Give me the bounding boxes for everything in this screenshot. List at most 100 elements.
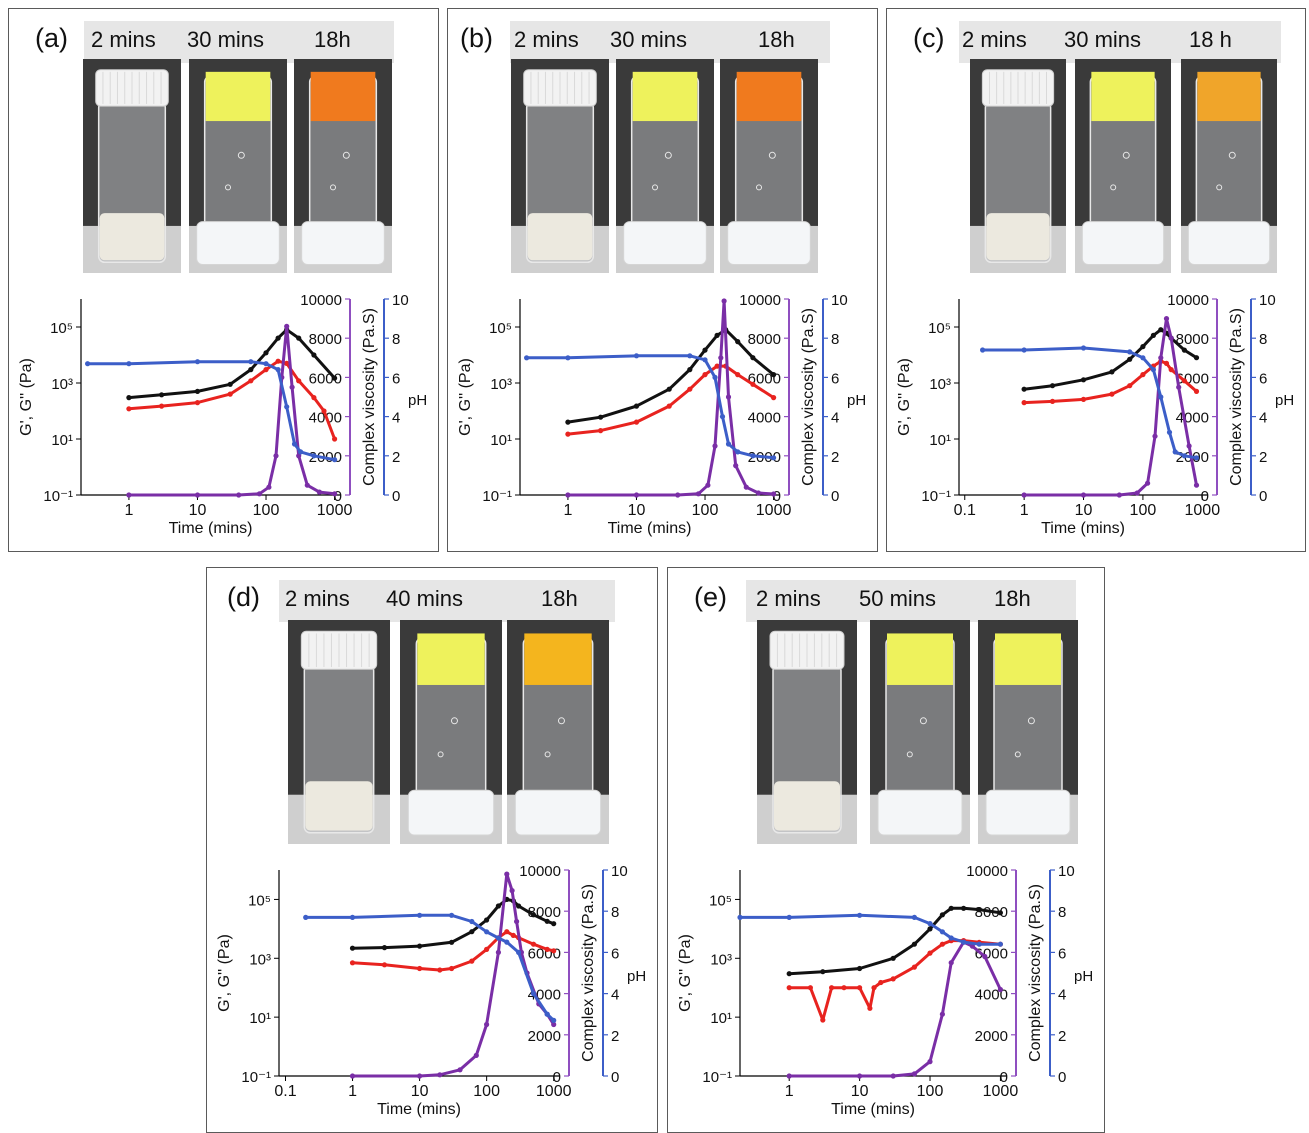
vial-photo-final — [720, 59, 818, 273]
data-point — [1049, 383, 1056, 389]
data-point — [1109, 369, 1115, 375]
panel-label: (a) — [35, 23, 68, 53]
y-axis-title-ph: pH — [627, 968, 646, 985]
data-point — [291, 441, 298, 447]
series-line-complex-viscosity — [567, 299, 774, 497]
y-tick-label-ph: 6 — [1058, 945, 1066, 962]
data-point — [417, 943, 423, 949]
vial-photo-mid — [189, 59, 287, 273]
y-tick-label-left: 10³ — [710, 951, 732, 968]
data-point — [332, 491, 338, 497]
bubble — [652, 184, 659, 191]
data-point — [194, 388, 201, 394]
time-label-mid: 40 mins — [386, 586, 464, 611]
data-point — [516, 903, 522, 909]
data-point — [381, 945, 388, 951]
inverted-gel — [995, 633, 1061, 685]
data-point — [712, 374, 718, 380]
data-point — [841, 985, 847, 991]
data-point — [857, 965, 863, 972]
data-point — [311, 352, 317, 358]
data-point — [735, 372, 741, 378]
data-point — [1168, 367, 1174, 373]
data-point — [530, 991, 537, 997]
data-point — [820, 1017, 826, 1023]
data-point — [714, 332, 720, 338]
data-point — [725, 441, 732, 447]
data-point — [820, 969, 826, 975]
time-label-final: 18h — [541, 586, 578, 611]
data-point — [961, 939, 967, 945]
data-point — [551, 948, 557, 954]
vial-cap — [407, 789, 495, 836]
data-point — [718, 355, 724, 361]
data-point — [911, 1071, 917, 1077]
data-point — [1140, 344, 1146, 350]
data-point — [598, 414, 604, 420]
vial-photo-final — [1181, 59, 1277, 273]
data-point — [296, 453, 302, 459]
data-point — [311, 395, 317, 401]
data-point — [1181, 378, 1187, 384]
data-point — [473, 1052, 479, 1058]
y-tick-label-left: 10³ — [929, 376, 951, 393]
y-tick-label-ph: 8 — [392, 331, 400, 348]
data-point — [417, 1073, 423, 1079]
data-point — [236, 492, 242, 498]
x-tick-label: 10 — [411, 1083, 429, 1100]
series-line-g-double-prime — [1024, 359, 1198, 405]
data-point — [273, 453, 279, 459]
data-point — [927, 926, 933, 932]
vial-cap — [727, 221, 811, 265]
x-axis-title: Time (mins) — [1041, 520, 1125, 537]
data-point — [349, 960, 356, 966]
x-axis-title: Time (mins) — [831, 1101, 915, 1118]
y-axis-title-left: G', G'' (Pa) — [457, 358, 474, 436]
y-tick-label-left: 10³ — [51, 376, 73, 393]
y-tick-label-ph: 0 — [1259, 488, 1267, 505]
bubble — [756, 184, 763, 191]
y-tick-label-viscosity: 10000 — [739, 292, 781, 309]
data-point — [733, 463, 739, 469]
data-point — [275, 335, 281, 341]
y-tick-label-viscosity: 10000 — [1167, 292, 1209, 309]
data-point — [786, 914, 792, 920]
data-point — [495, 949, 501, 955]
y-tick-label-left: 10⁵ — [928, 320, 951, 337]
y-tick-label-left: 10¹ — [249, 1010, 271, 1027]
time-label-initial: 2 mins — [756, 586, 821, 611]
data-point — [1021, 347, 1027, 353]
data-point — [927, 1059, 933, 1065]
y-tick-label-left: 10¹ — [929, 432, 951, 449]
data-point — [927, 950, 933, 956]
y-tick-label-ph: 4 — [611, 987, 619, 1004]
data-point — [771, 395, 777, 401]
data-point — [675, 492, 681, 498]
data-point — [982, 953, 988, 960]
panel-c: (c) 2 mins 30 mins 18 h 0.1 1 10 100 1000 10⁻… — [886, 8, 1306, 552]
vial-photo-mid — [400, 620, 502, 844]
y-tick-label-viscosity: 4000 — [975, 987, 1008, 1004]
y-tick-label-ph: 0 — [831, 488, 839, 505]
y-tick-label-ph: 10 — [1259, 292, 1276, 309]
rheology-chart: 0.1 1 10 100 100010⁻¹10¹10³10⁵02000400060008… — [216, 863, 646, 1118]
bubble — [1110, 184, 1117, 191]
data-point — [469, 958, 475, 964]
data-point — [702, 347, 708, 353]
x-tick-label: 0.1 — [954, 502, 976, 519]
data-point — [530, 912, 537, 918]
data-point — [721, 298, 727, 304]
data-point — [633, 403, 640, 409]
data-point — [296, 378, 302, 384]
vial-photo-mid — [616, 59, 714, 273]
bubble — [1122, 151, 1130, 159]
data-point — [194, 492, 201, 498]
data-point — [1080, 345, 1087, 351]
data-point — [857, 1073, 863, 1079]
bubble — [225, 184, 232, 191]
vial-cap — [623, 221, 707, 265]
data-point — [750, 355, 756, 361]
y-tick-label-viscosity: 10000 — [300, 292, 342, 309]
data-point — [911, 914, 917, 920]
data-point — [263, 361, 269, 367]
